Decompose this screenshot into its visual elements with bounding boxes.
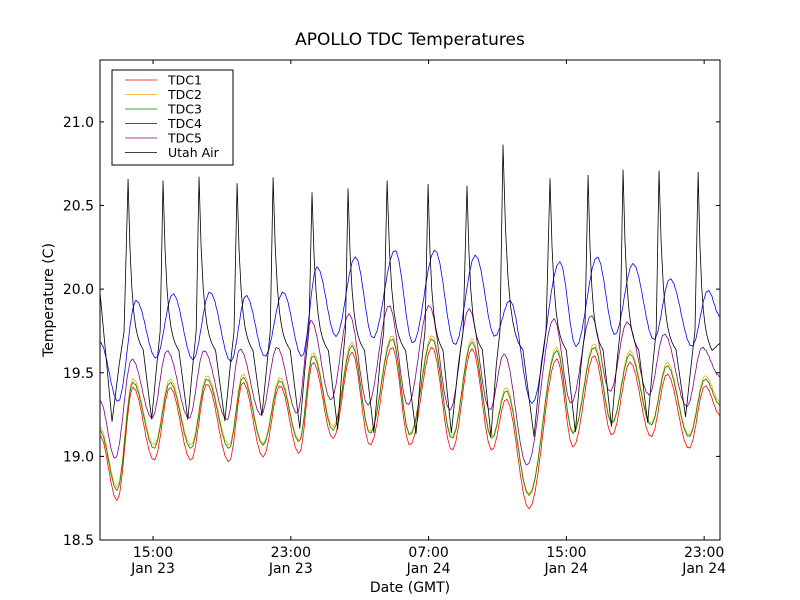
y-tick-label: 19.0	[63, 449, 94, 465]
x-tick-label-date: Jan 23	[268, 561, 313, 577]
x-tick-label-date: Jan 23	[130, 561, 175, 577]
x-tick-label-date: Jan 24	[406, 561, 451, 577]
x-tick-label-date: Jan 24	[681, 561, 726, 577]
y-tick-label: 19.5	[63, 366, 94, 382]
legend-label: Utah Air	[168, 145, 220, 160]
chart-title: APOLLO TDC Temperatures	[295, 30, 525, 50]
legend-label: TDC1	[167, 73, 202, 88]
series-line-tdc3	[100, 338, 720, 496]
x-tick-label-time: 23:00	[684, 545, 724, 561]
y-tick-label: 21.0	[63, 115, 94, 131]
y-axis-label: Temperature (C)	[41, 243, 57, 358]
series-line-utah_air	[100, 144, 720, 437]
x-tick-label-time: 07:00	[408, 545, 448, 561]
y-tick-label: 20.5	[63, 199, 94, 215]
series-line-tdc1	[100, 346, 720, 510]
legend-label: TDC2	[167, 87, 202, 102]
series-line-tdc4	[100, 249, 720, 404]
x-tick-label-date: Jan 24	[543, 561, 588, 577]
y-tick-label: 18.5	[63, 533, 94, 549]
x-axis-label: Date (GMT)	[370, 580, 450, 596]
axes-frame	[99, 59, 721, 541]
y-tick-label: 20.0	[63, 282, 94, 298]
legend-label: TDC5	[167, 131, 202, 146]
y-axis: 18.5 19.0 19.5 20.0 20.5 21.0	[63, 115, 720, 549]
legend-box	[111, 69, 234, 166]
series-layer	[100, 144, 720, 510]
x-tick-label-time: 23:00	[271, 545, 311, 561]
legend-label: TDC4	[167, 116, 202, 131]
legend-label: TDC3	[167, 102, 202, 117]
x-tick-label-time: 15:00	[133, 545, 173, 561]
x-tick-label-time: 15:00	[546, 545, 586, 561]
